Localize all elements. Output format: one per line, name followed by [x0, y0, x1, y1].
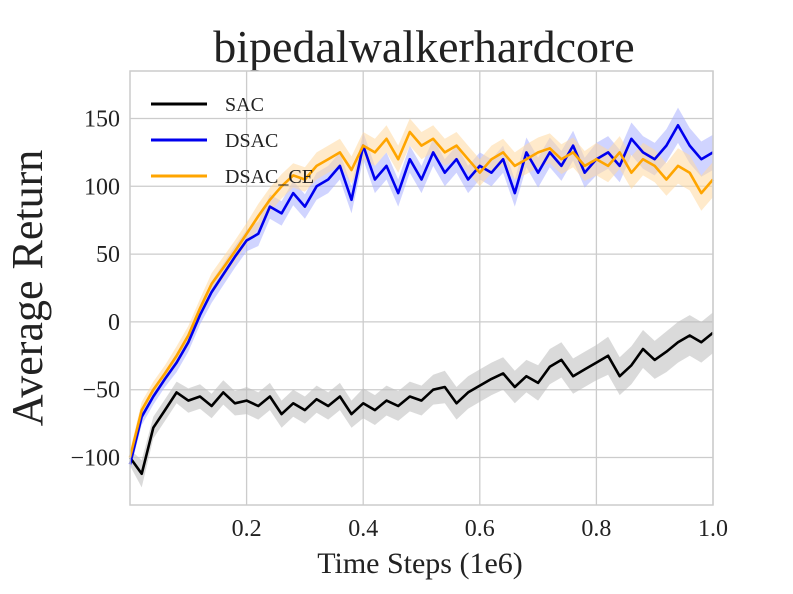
x-tick-label: 0.4: [348, 516, 378, 542]
legend-label-dsac_ce: DSAC_CE: [225, 166, 314, 188]
legend: SAC DSAC DSAC_CE: [151, 94, 314, 188]
x-tick-label: 0.8: [581, 516, 611, 542]
y-tick-label: 50: [96, 242, 120, 268]
y-tick-label: 100: [84, 174, 120, 200]
band-dsac_ce: [130, 118, 713, 465]
x-axis-ticks: 0.2 0.4 0.6 0.8 1.0: [232, 516, 728, 542]
y-tick-label: −50: [82, 378, 120, 404]
y-tick-label: 150: [84, 106, 120, 132]
x-tick-label: 0.6: [465, 516, 495, 542]
legend-label-sac: SAC: [225, 94, 264, 116]
y-axis-ticks: −100 −50 0 50 100 150: [70, 106, 120, 471]
line-sac: [128, 331, 714, 476]
x-tick-label: 1.0: [698, 516, 728, 542]
plot-frame: [129, 70, 714, 506]
x-tick-label: 0.2: [232, 516, 262, 542]
legend-label-dsac: DSAC: [225, 130, 278, 152]
y-tick-label: 0: [108, 310, 120, 336]
y-axis-label: Average Return: [3, 150, 52, 427]
chart-title: bipedalwalkerhardcore: [213, 21, 634, 72]
series-lines: [128, 124, 714, 476]
y-tick-label: −100: [70, 446, 120, 472]
x-axis-label: Time Steps (1e6): [317, 547, 523, 580]
